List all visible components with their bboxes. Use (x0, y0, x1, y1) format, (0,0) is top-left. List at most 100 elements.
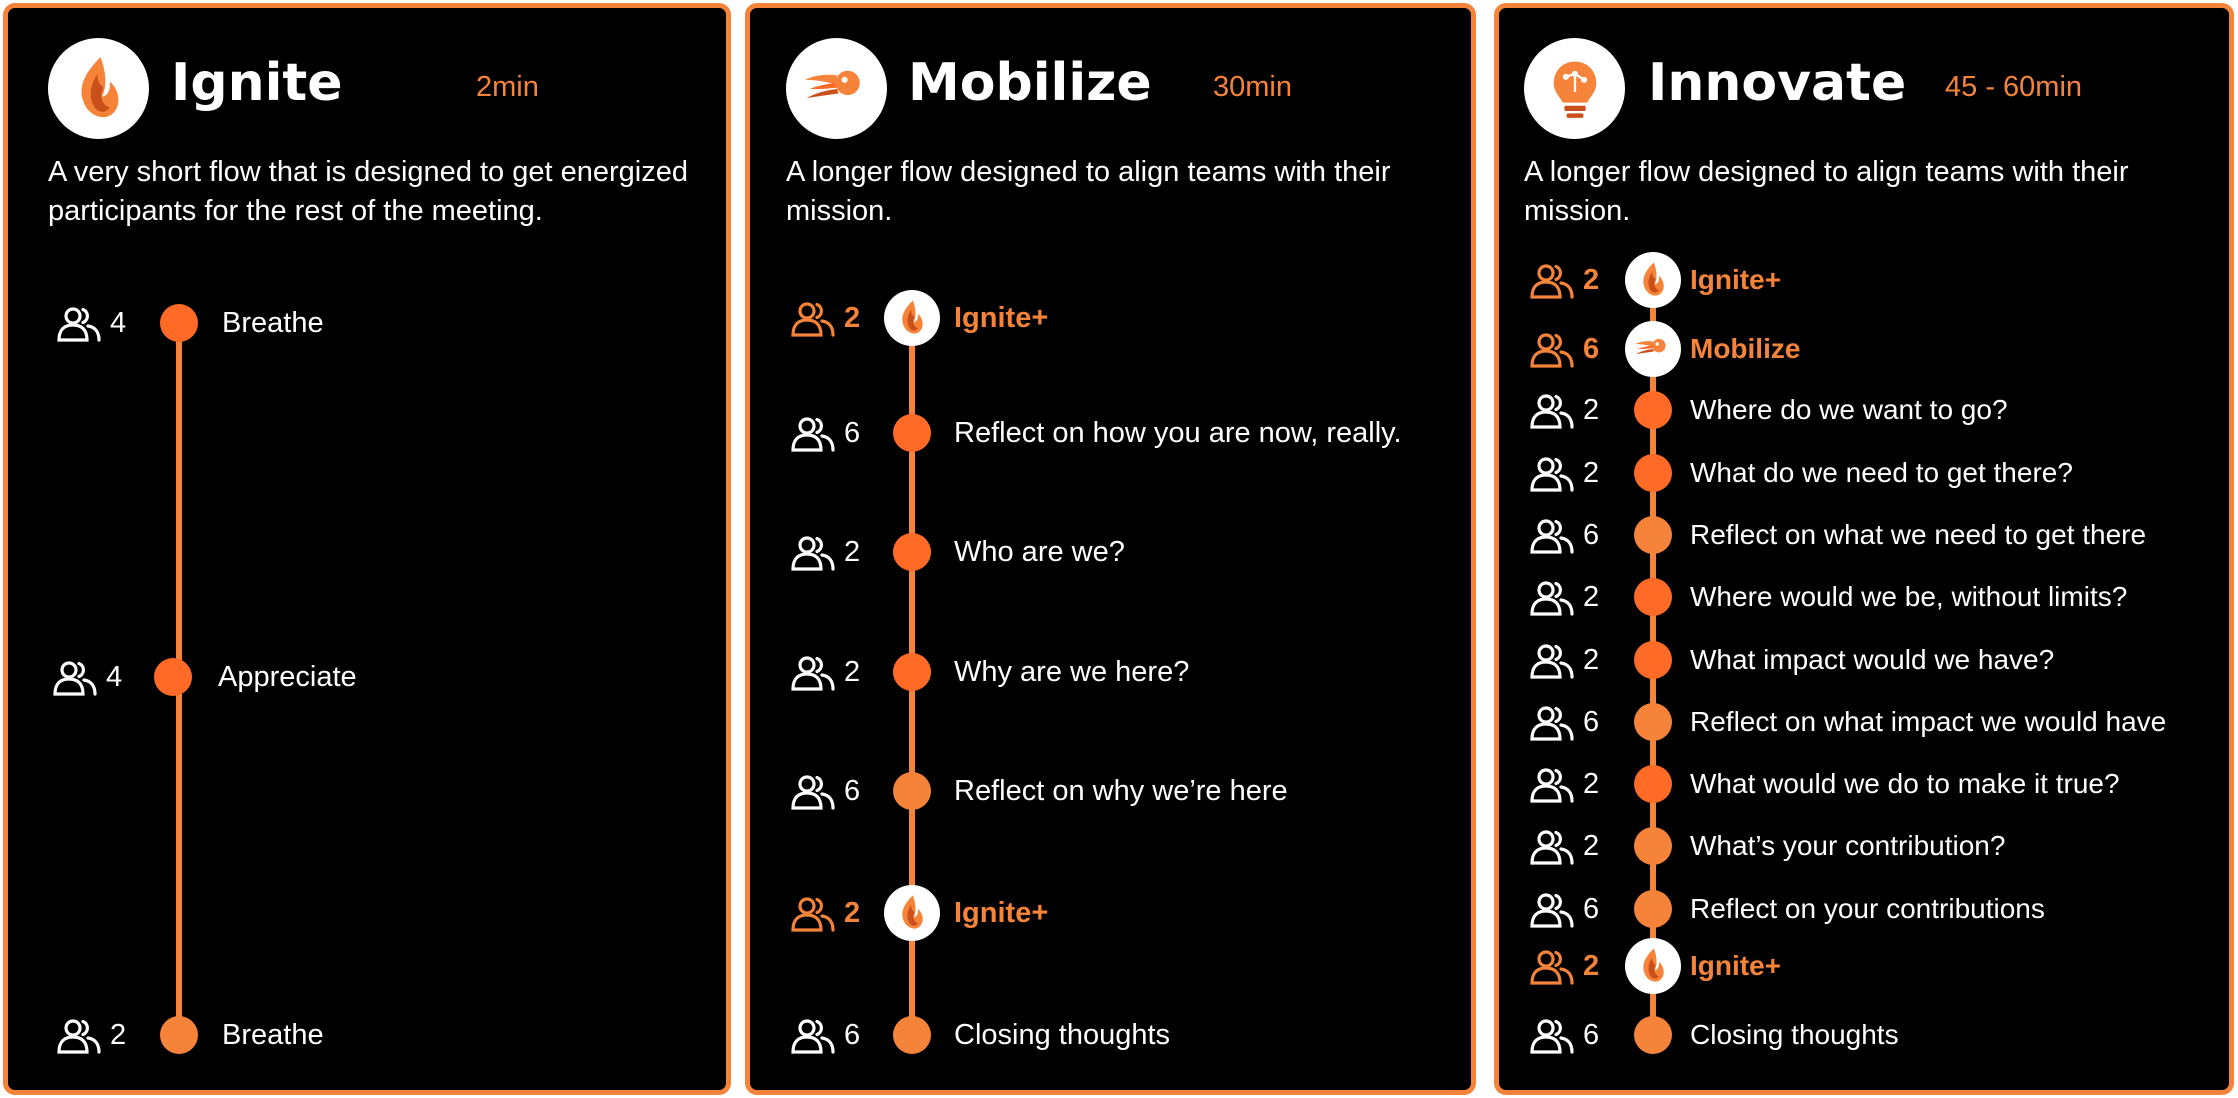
timeline-dot (893, 533, 931, 571)
timeline-dot (160, 304, 198, 342)
people-icon (1529, 948, 1575, 986)
step-label: Mobilize (1690, 333, 1801, 364)
step-label: What do we need to get there? (1690, 457, 2073, 488)
card-description: A longer flow designed to align teams wi… (786, 156, 1391, 227)
card-description: A longer flow designed to align teams wi… (1524, 156, 2129, 227)
participant-count: 6 (1583, 333, 1600, 365)
card-title: Ignite (171, 53, 343, 113)
card-title: Mobilize (908, 53, 1152, 113)
timeline-dot (893, 653, 931, 691)
step-label: Reflect on what impact we would have (1690, 706, 2167, 737)
timeline-step[interactable]: 6 Reflect on what we need to get there (1499, 507, 2229, 563)
people-icon (790, 773, 836, 811)
timeline-step[interactable]: 6 Reflect on what impact we would have (1499, 694, 2229, 750)
people-icon (1529, 1017, 1575, 1055)
flame-icon (884, 885, 940, 941)
timeline-dot (1634, 703, 1672, 741)
participant-count: 2 (1583, 950, 1600, 982)
people-icon (790, 300, 836, 338)
timeline-step-mobilize[interactable]: 6 Mobilize (1499, 321, 2229, 377)
timeline-step[interactable]: 4 Appreciate (8, 649, 726, 705)
flame-icon (1625, 252, 1681, 308)
timeline-dot (1634, 765, 1672, 803)
timeline-dot (1634, 641, 1672, 679)
people-icon (790, 895, 836, 933)
timeline-step[interactable]: 2 What’s your contribution? (1499, 818, 2229, 874)
step-label: What’s your contribution? (1690, 830, 2006, 861)
timeline-step[interactable]: 2 What impact would we have? (1499, 632, 2229, 688)
flow-card-mobilize[interactable]: Mobilize 30min A longer flow designed to… (745, 3, 1476, 1095)
people-icon (56, 305, 102, 343)
timeline-step[interactable]: 6 Reflect on your contributions (1499, 881, 2229, 937)
people-icon (1529, 891, 1575, 929)
people-icon (1529, 704, 1575, 742)
card-duration: 30min (1213, 71, 1292, 103)
step-label: Reflect on why we’re here (954, 775, 1288, 807)
step-label: Why are we here? (954, 656, 1190, 688)
people-icon (52, 659, 98, 697)
card-title: Innovate (1648, 53, 1907, 113)
card-description: A very short flow that is designed to ge… (48, 156, 688, 227)
flow-card-ignite[interactable]: Ignite 2min A very short flow that is de… (3, 3, 731, 1095)
participant-count: 6 (844, 775, 861, 807)
timeline-dot (1634, 827, 1672, 865)
people-icon (1529, 262, 1575, 300)
people-icon (1529, 828, 1575, 866)
timeline-dot (893, 772, 931, 810)
people-icon (56, 1017, 102, 1055)
participant-count: 4 (110, 307, 127, 339)
lightbulb-icon (1524, 38, 1625, 139)
timeline-dot (1634, 391, 1672, 429)
flame-icon (1625, 938, 1681, 994)
flow-card-innovate[interactable]: Innovate 45 - 60min A longer flow design… (1494, 3, 2234, 1095)
step-label: Ignite+ (954, 897, 1049, 929)
timeline-step[interactable]: 2 Breathe (8, 1007, 726, 1063)
step-label: Closing thoughts (954, 1019, 1171, 1051)
participant-count: 2 (1583, 644, 1600, 676)
step-label: Breathe (222, 1019, 324, 1051)
timeline-dot (1634, 578, 1672, 616)
timeline-step[interactable]: 2 Where do we want to go? (1499, 382, 2229, 438)
participant-count: 2 (844, 302, 861, 334)
timeline-step[interactable]: 6 Closing thoughts (1499, 1007, 2229, 1063)
timeline-step-ignite[interactable]: 2 Ignite+ (750, 885, 1471, 941)
people-icon (790, 534, 836, 572)
flame-icon (884, 290, 940, 346)
participant-count: 2 (1583, 394, 1600, 426)
timeline-step[interactable]: 2 Where would we be, without limits? (1499, 569, 2229, 625)
participant-count: 2 (1583, 457, 1600, 489)
step-label: Reflect on how you are now, really. (954, 417, 1402, 449)
timeline-step-ignite[interactable]: 2 Ignite+ (750, 290, 1471, 346)
timeline-step-ignite[interactable]: 2 Ignite+ (1499, 252, 2229, 308)
timeline-step[interactable]: 2 Why are we here? (750, 644, 1471, 700)
step-label: Closing thoughts (1690, 1019, 1899, 1050)
participant-count: 4 (106, 661, 123, 693)
timeline-step[interactable]: 4 Breathe (8, 295, 726, 351)
step-label: Ignite+ (1690, 950, 1782, 981)
participant-count: 6 (1583, 706, 1600, 738)
timeline-dot (154, 658, 192, 696)
participant-count: 6 (1583, 893, 1600, 925)
step-label: Where would we be, without limits? (1690, 581, 2128, 612)
people-icon (1529, 392, 1575, 430)
timeline-dot (893, 1016, 931, 1054)
people-icon (1529, 331, 1575, 369)
participant-count: 2 (1583, 581, 1600, 613)
timeline-step[interactable]: 6 Reflect on why we’re here (750, 763, 1471, 819)
step-label: Who are we? (954, 536, 1125, 568)
timeline-dot (1634, 890, 1672, 928)
participant-count: 6 (1583, 519, 1600, 551)
timeline-step[interactable]: 2 What would we do to make it true? (1499, 756, 2229, 812)
participant-count: 6 (844, 417, 861, 449)
participant-count: 2 (1583, 264, 1600, 296)
timeline-step[interactable]: 2 Who are we? (750, 524, 1471, 580)
people-icon (1529, 455, 1575, 493)
step-label: Reflect on your contributions (1690, 893, 2045, 924)
people-icon (790, 654, 836, 692)
card-duration: 2min (476, 71, 539, 103)
participant-count: 2 (1583, 768, 1600, 800)
timeline-step-ignite[interactable]: 2 Ignite+ (1499, 938, 2229, 994)
timeline-step[interactable]: 6 Reflect on how you are now, really. (750, 405, 1471, 461)
timeline-step[interactable]: 2 What do we need to get there? (1499, 445, 2229, 501)
timeline-step[interactable]: 6 Closing thoughts (750, 1007, 1471, 1063)
